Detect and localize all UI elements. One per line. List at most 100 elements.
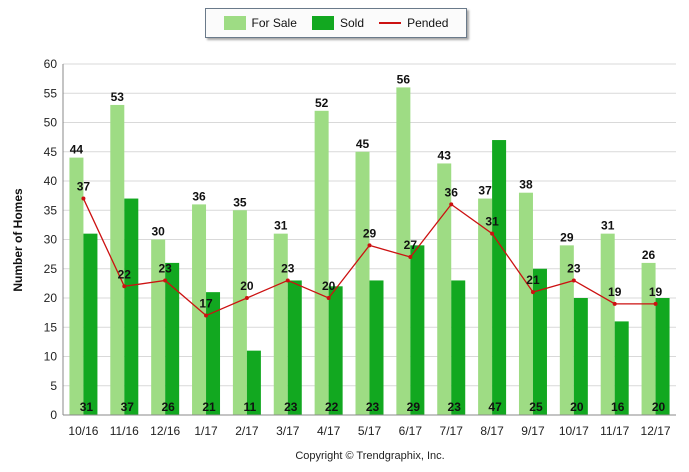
data-label-sold: 23	[284, 400, 298, 414]
data-label-for-sale: 37	[478, 184, 492, 198]
bar-for-sale	[437, 163, 452, 415]
x-tick-label: 9/17	[521, 424, 545, 438]
pended-point	[530, 290, 535, 295]
y-tick-label: 0	[50, 408, 57, 422]
data-label-pended: 23	[281, 261, 295, 275]
bar-for-sale	[559, 245, 574, 415]
data-label-for-sale: 56	[397, 72, 411, 86]
data-label-pended: 23	[158, 261, 172, 275]
data-label-sold: 31	[80, 400, 94, 414]
pended-point	[244, 296, 249, 300]
x-tick-label: 8/17	[480, 424, 504, 438]
data-label-for-sale: 36	[192, 189, 206, 203]
data-label-for-sale: 45	[356, 137, 370, 151]
y-tick-label: 40	[44, 174, 58, 188]
data-label-pended: 27	[404, 238, 418, 252]
data-label-for-sale: 30	[151, 225, 165, 239]
data-label-pended: 19	[608, 285, 622, 299]
data-label-for-sale: 26	[642, 248, 656, 262]
x-tick-label: 1/17	[194, 424, 218, 438]
pended-point	[612, 301, 617, 306]
x-axis: 10/16 11/16 12/16 1/17 2/17 3/17 4/17 5/17 6/17 7…	[63, 414, 676, 438]
bar-sold	[246, 350, 261, 415]
data-label-sold: 37	[121, 400, 135, 414]
y-axis: 0 5 10 15 20 25 30 35 40 45 50 55 60	[44, 57, 64, 422]
data-label-for-sale: 38	[519, 178, 533, 192]
legend-swatch-sold	[311, 16, 334, 30]
x-tick-label: 11/17	[600, 424, 629, 438]
data-label-for-sale: 31	[601, 219, 615, 233]
data-label-for-sale: 52	[315, 96, 329, 110]
bar-for-sale	[314, 110, 329, 416]
data-label-pended: 20	[322, 279, 336, 293]
data-labels: 44 31 53 37 30 26 36 21 35 11 31 23 52 22 45 23 56 29 43 23…	[70, 72, 666, 414]
legend: For Sale Sold Pended	[205, 8, 467, 38]
data-label-pended: 36	[445, 185, 459, 199]
bar-for-sale	[600, 233, 615, 415]
pended-point	[367, 243, 372, 248]
bar-for-sale	[396, 87, 411, 416]
data-label-sold: 25	[529, 400, 543, 414]
copyright-text: Copyright © Trendgraphix, Inc.	[295, 450, 444, 462]
x-tick-label: 12/16	[150, 424, 180, 438]
pended-point	[122, 284, 127, 289]
bar-sold	[165, 262, 180, 415]
y-tick-label: 5	[50, 379, 57, 393]
legend-swatch-pended	[379, 22, 402, 24]
bar-sold	[492, 140, 507, 416]
data-label-for-sale: 29	[560, 230, 574, 244]
pended-point	[285, 278, 290, 283]
legend-label-for-sale: For Sale	[251, 16, 297, 30]
x-tick-label: 2/17	[235, 424, 259, 438]
pended-point	[163, 278, 168, 283]
pended-point	[571, 278, 576, 283]
data-label-sold: 11	[244, 400, 257, 414]
bar-for-sale	[273, 233, 288, 415]
data-label-sold: 47	[488, 400, 502, 414]
bar-sold	[451, 280, 466, 415]
data-label-sold: 26	[161, 400, 175, 414]
bar-for-sale	[110, 104, 125, 415]
data-label-pended: 23	[567, 261, 581, 275]
bar-for-sale	[518, 192, 533, 415]
bar-for-sale	[478, 198, 493, 415]
pended-point	[204, 313, 209, 318]
data-label-for-sale: 53	[111, 90, 125, 104]
y-tick-label: 60	[44, 57, 58, 71]
x-tick-label: 7/17	[440, 424, 464, 438]
pended-point	[490, 231, 495, 236]
data-label-sold: 20	[570, 400, 584, 414]
y-tick-label: 55	[44, 86, 58, 100]
legend-item-pended: Pended	[379, 16, 448, 30]
data-label-sold: 23	[366, 400, 380, 414]
data-label-pended: 31	[485, 215, 499, 229]
legend-label-pended: Pended	[407, 16, 449, 30]
bar-sold	[83, 233, 98, 415]
pended-point	[408, 255, 413, 260]
y-tick-label: 10	[44, 350, 58, 364]
y-tick-label: 50	[44, 116, 58, 130]
bar-sold	[655, 298, 670, 415]
bar-sold	[410, 245, 425, 415]
y-tick-label: 30	[44, 233, 58, 247]
x-tick-label: 6/17	[399, 424, 423, 438]
legend-item-sold: Sold	[311, 16, 364, 30]
data-label-sold: 22	[325, 400, 339, 414]
bar-sold	[287, 280, 302, 415]
pended-line	[81, 196, 658, 318]
data-label-sold: 20	[652, 400, 666, 414]
y-tick-label: 25	[44, 262, 58, 276]
data-label-pended: 29	[363, 226, 377, 240]
x-tick-label: 3/17	[276, 424, 300, 438]
data-label-pended: 17	[199, 297, 213, 311]
data-label-sold: 16	[611, 400, 625, 414]
data-label-sold: 21	[202, 400, 216, 414]
data-label-pended: 19	[649, 285, 663, 299]
data-label-for-sale: 35	[233, 195, 247, 209]
pended-point	[81, 196, 86, 201]
pended-point	[326, 296, 331, 300]
y-tick-label: 20	[44, 291, 58, 305]
bar-sold	[328, 286, 343, 415]
